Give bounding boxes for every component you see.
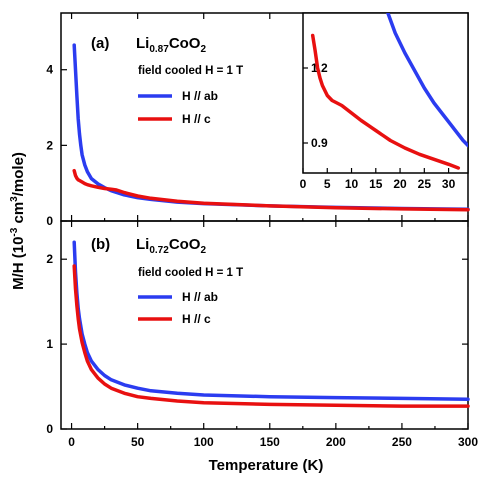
y-axis-title: M/H (10-3 cm3/mole) [9,152,27,290]
inset-frame [302,12,469,174]
panel-a-field-note: field cooled H = 1 T [138,65,243,77]
panel-b-x-tick-label: 250 [392,435,412,449]
inset-x-tick-label: 25 [418,177,432,191]
inset-ticks: 0 5 10 15 20 25 30 0.9 1.2 [300,61,456,191]
panel-a-y-tick-label: 0 [46,214,53,228]
inset-series-c-line [310,33,461,170]
inset-series [310,13,468,170]
panel-b-compound: Li0.72CoO2 [136,236,206,256]
inset-x-tick-label: 30 [442,177,456,191]
panel-a-series [72,43,470,212]
panel-b-x-tick-label: 200 [326,435,346,449]
inset-x-tick-label: 0 [300,177,307,191]
panel-a-y-tick-label: 4 [46,63,53,77]
inset-x-tick-label: 20 [393,177,407,191]
panel-a-label: (a) [91,35,109,52]
inset-y-tick-label: 1.2 [311,61,328,75]
panel-b-legend-label-ab: H // ab [182,290,218,304]
panel-b-series-c-line [72,264,470,408]
panel-b-x-tick-label: 100 [194,435,214,449]
panel-b-frame [60,220,469,430]
panel-b-label: (b) [91,236,110,253]
panel-a-legend-label-ab: H // ab [182,89,218,103]
inset-y-tick-label: 0.9 [311,136,328,150]
panel-b-x-tick-label: 300 [458,435,478,449]
panel-a-legend-label-c: H // c [182,112,211,126]
panel-b-series-ab-line [72,240,470,402]
panel-a: 024 (a) Li0.87CoO2 field cooled H = 1 T … [46,12,470,228]
panel-a-legend: H // ab H // c [138,89,218,126]
panel-b-legend-label-c: H // c [182,312,211,326]
panel-b-ticks: 0 50 100 150 200 250 300 0 1 2 [46,221,478,449]
inset-series-ab-line [386,13,468,148]
panel-a-y-tick-label: 2 [46,138,53,152]
panel-b-x-tick-label: 0 [68,435,75,449]
panel-b-x-tick-label: 50 [131,435,145,449]
panel-b-y-tick-label: 2 [46,252,53,266]
panel-b-series [72,240,470,408]
inset-x-tick-label: 5 [324,177,331,191]
panel-b-legend: H // ab H // c [138,290,218,326]
panel-a-inset: 0 5 10 15 20 25 30 0.9 1.2 [300,12,469,191]
panel-b-field-note: field cooled H = 1 T [138,267,243,279]
panel-a-compound: Li0.87CoO2 [136,35,206,55]
panel-b-x-tick-label: 150 [260,435,280,449]
inset-x-tick-label: 15 [369,177,383,191]
inset-x-tick-label: 10 [345,177,359,191]
panel-b-y-tick-label: 1 [46,337,53,351]
panel-b-y-tick-label: 0 [46,422,53,436]
panel-b: 0 50 100 150 200 250 300 0 1 2 (b) Li0.72CoO2 fie… [46,220,478,449]
x-axis-title: Temperature (K) [209,457,324,474]
panel-a-series-c-line [72,168,470,212]
